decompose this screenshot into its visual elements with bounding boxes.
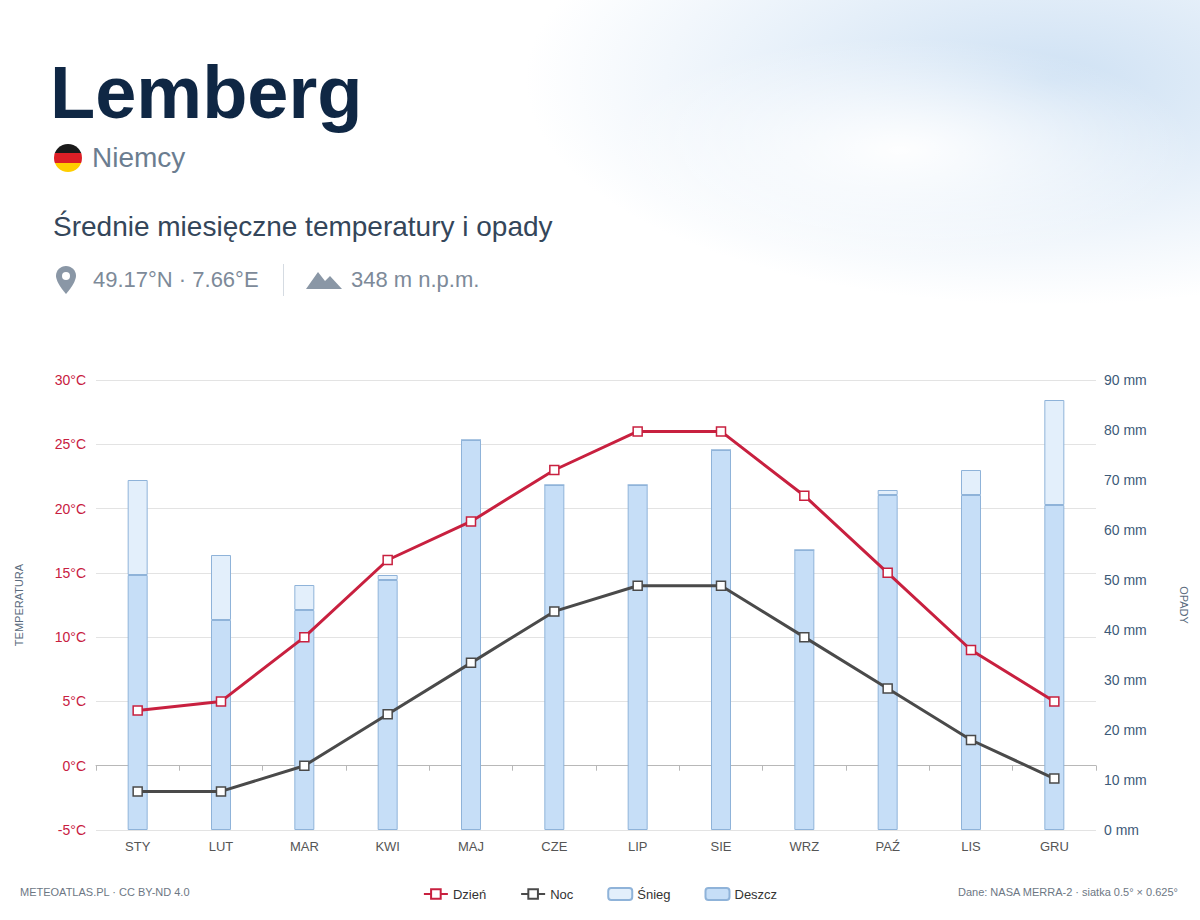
svg-text:Śnieg: Śnieg bbox=[637, 887, 670, 902]
svg-text:KWI: KWI bbox=[375, 839, 400, 854]
html-text:Niemcy: Niemcy bbox=[92, 142, 186, 173]
svg-text:TEMPERATURA: TEMPERATURA bbox=[13, 563, 25, 646]
svg-text:90 mm: 90 mm bbox=[1104, 372, 1147, 388]
svg-text:STY: STY bbox=[125, 839, 151, 854]
svg-text:SIE: SIE bbox=[711, 839, 732, 854]
svg-text:70 mm: 70 mm bbox=[1104, 472, 1147, 488]
svg-text:80 mm: 80 mm bbox=[1104, 422, 1147, 438]
svg-text:30 mm: 30 mm bbox=[1104, 672, 1147, 688]
svg-text:Deszcz: Deszcz bbox=[734, 887, 777, 902]
svg-text:30°C: 30°C bbox=[55, 372, 86, 388]
svg-text:10°C: 10°C bbox=[55, 629, 86, 645]
svg-text:Dzień: Dzień bbox=[453, 887, 486, 902]
svg-text:40 mm: 40 mm bbox=[1104, 622, 1147, 638]
html-text:METEOATLAS.PL · CC BY-ND 4.0: METEOATLAS.PL · CC BY-ND 4.0 bbox=[20, 886, 190, 898]
html-text:Dane: NASA MERRA-2 · siatka 0.: Dane: NASA MERRA-2 · siatka 0.5° × 0.625… bbox=[958, 886, 1178, 898]
svg-text:OPADY: OPADY bbox=[1178, 586, 1190, 624]
svg-text:20°C: 20°C bbox=[55, 501, 86, 517]
svg-text:5°C: 5°C bbox=[63, 693, 87, 709]
svg-text:25°C: 25°C bbox=[55, 436, 86, 452]
html-text:Lemberg: Lemberg bbox=[50, 51, 363, 134]
svg-text:GRU: GRU bbox=[1040, 839, 1069, 854]
svg-text:Noc: Noc bbox=[550, 887, 574, 902]
svg-text:LUT: LUT bbox=[209, 839, 234, 854]
svg-text:20 mm: 20 mm bbox=[1104, 722, 1147, 738]
svg-text:10 mm: 10 mm bbox=[1104, 772, 1147, 788]
svg-text:15°C: 15°C bbox=[55, 565, 86, 581]
svg-text:60 mm: 60 mm bbox=[1104, 522, 1147, 538]
html-text:348 m n.p.m.: 348 m n.p.m. bbox=[351, 267, 480, 292]
svg-text:0°C: 0°C bbox=[63, 758, 87, 774]
svg-text:MAJ: MAJ bbox=[458, 839, 484, 854]
svg-text:0 mm: 0 mm bbox=[1104, 822, 1139, 838]
html-text:Średnie miesięczne temperatury: Średnie miesięczne temperatury i opady bbox=[53, 211, 553, 242]
svg-text:MAR: MAR bbox=[290, 839, 319, 854]
svg-text:PAŹ: PAŹ bbox=[876, 839, 900, 854]
svg-text:WRZ: WRZ bbox=[790, 839, 820, 854]
svg-text:LIP: LIP bbox=[628, 839, 648, 854]
svg-text:-5°C: -5°C bbox=[58, 822, 86, 838]
svg-text:LIS: LIS bbox=[961, 839, 981, 854]
html-text:49.17°N · 7.66°E: 49.17°N · 7.66°E bbox=[93, 267, 259, 292]
svg-text:CZE: CZE bbox=[541, 839, 567, 854]
svg-text:50 mm: 50 mm bbox=[1104, 572, 1147, 588]
